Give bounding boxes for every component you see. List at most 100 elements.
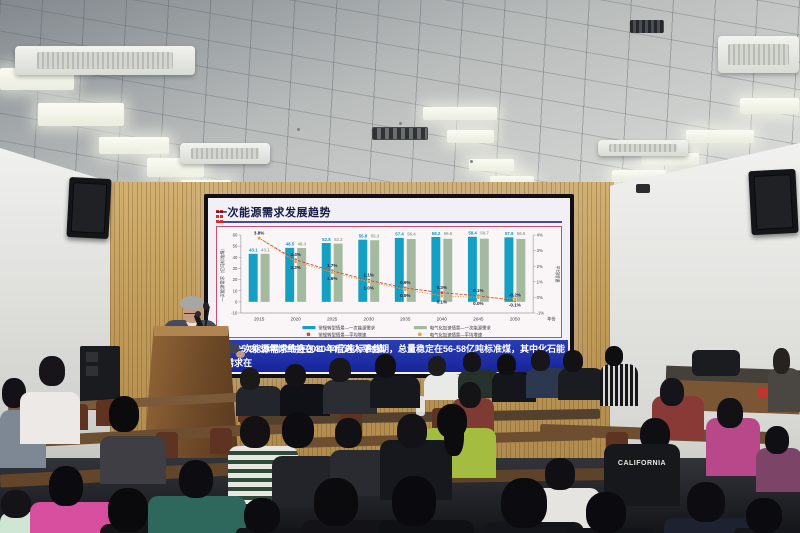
audience-member-head — [530, 350, 550, 371]
svg-text:2.3%: 2.3% — [290, 265, 300, 270]
slide-title-bar: 一次能源需求发展趋势 — [216, 202, 562, 223]
audience-member-head — [772, 348, 790, 374]
svg-text:55.8: 55.8 — [359, 233, 368, 238]
ceiling-light — [686, 130, 754, 143]
audience-member-head — [240, 416, 270, 448]
energy-demand-chart: 60 50 40 30 20 10 0 -10 4% 3% 2% 1% 0% -1% 一次能源需求（亿吨标准… — [216, 226, 562, 338]
backpack — [692, 350, 740, 376]
audience-member-body — [148, 496, 246, 533]
audience-member-head — [244, 498, 280, 533]
svg-text:0: 0 — [235, 299, 238, 304]
svg-text:电气化加速情景—一次能源需求: 电气化加速情景—一次能源需求 — [430, 325, 492, 332]
svg-text:电气化加速情景—平均增速: 电气化加速情景—平均增速 — [430, 331, 483, 337]
podium-mic-head — [203, 302, 209, 310]
svg-text:56.4: 56.4 — [407, 232, 416, 237]
slide-title: 一次能源需求发展趋势 — [216, 206, 331, 219]
svg-text:50: 50 — [233, 244, 238, 249]
svg-text:56.5: 56.5 — [517, 231, 526, 236]
ac-unit — [598, 140, 688, 156]
audience-member-head — [374, 354, 396, 378]
svg-text:1.1%: 1.1% — [364, 272, 374, 277]
ceiling-light — [490, 176, 534, 186]
svg-text:2040: 2040 — [437, 316, 448, 321]
audience-member-head — [765, 426, 789, 454]
led-presentation-screen: 一次能源需求发展趋势 60 50 40 30 20 10 0 -10 4% 3% 2% 1% 0% -1%… — [204, 194, 574, 378]
audience-member-body — [280, 384, 330, 416]
svg-text:1.7%: 1.7% — [327, 263, 337, 268]
sprinkler-head — [297, 128, 300, 131]
ceiling-light — [740, 98, 799, 114]
svg-text:-0.2%: -0.2% — [509, 293, 521, 298]
audience-member-head — [108, 488, 148, 532]
audience-member-head — [545, 458, 575, 490]
svg-text:20: 20 — [233, 277, 238, 282]
microphone-head-icon — [195, 311, 201, 317]
sprinkler-head — [399, 122, 402, 125]
audience-member-body — [600, 364, 638, 406]
svg-text:3.8%: 3.8% — [254, 230, 264, 235]
shirt-text: CALIFORNIA — [617, 460, 667, 467]
audience-member-head — [563, 350, 583, 372]
svg-text:2030: 2030 — [364, 316, 375, 321]
svg-text:52.8: 52.8 — [322, 237, 331, 242]
audience-member-body — [323, 380, 377, 414]
svg-text:3%: 3% — [537, 248, 543, 253]
svg-text:0%: 0% — [537, 295, 543, 300]
svg-text:2.4%: 2.4% — [290, 252, 300, 257]
audience-member-head — [284, 364, 306, 387]
audience-member-head — [282, 412, 314, 448]
svg-text:58.2: 58.2 — [432, 231, 441, 236]
audience-member-head — [1, 490, 31, 518]
svg-text:2020: 2020 — [290, 316, 301, 321]
svg-text:56.7: 56.7 — [480, 231, 489, 236]
audience-member-head — [240, 368, 260, 390]
svg-text:2025: 2025 — [327, 316, 338, 321]
svg-text:56.6: 56.6 — [444, 231, 453, 236]
presenter-hand — [236, 351, 245, 358]
audience-member-body — [236, 528, 312, 533]
audience-member-head — [463, 352, 481, 372]
svg-text:43.1: 43.1 — [249, 248, 258, 253]
audience-member-body — [370, 376, 420, 408]
svg-text:10: 10 — [233, 288, 238, 293]
ceiling-light — [423, 107, 497, 120]
audience-member-head — [428, 356, 446, 376]
svg-text:60: 60 — [233, 233, 238, 238]
svg-text:-10: -10 — [231, 311, 238, 316]
svg-text:平均增速: 平均增速 — [554, 265, 561, 283]
svg-text:2045: 2045 — [473, 316, 484, 321]
red-dots-decoration-icon — [216, 210, 219, 213]
banner-line-2: 2025-2035年间维持在41-44亿吨标准煤。 — [226, 344, 392, 354]
ceiling-light — [38, 103, 124, 126]
svg-text:2%: 2% — [537, 264, 543, 269]
audience-member-body — [236, 386, 282, 416]
svg-text:年份: 年份 — [547, 315, 556, 322]
svg-text:常规转型情景—平均增速: 常规转型情景—平均增速 — [318, 331, 367, 337]
svg-text:4%: 4% — [537, 233, 543, 238]
svg-text:0.0%: 0.0% — [473, 301, 483, 306]
audience-member-head — [660, 378, 684, 406]
svg-text:57.9: 57.9 — [505, 231, 514, 236]
audience-long-hair — [444, 410, 464, 456]
svg-text:0.3%: 0.3% — [437, 285, 447, 290]
banner-line-1: 我国一次能源需求约在2030年后进入平台期，总量稳定在56-58亿吨标准煤，其中… — [216, 344, 566, 368]
chair-back — [210, 428, 232, 454]
ceiling-grid — [0, 0, 800, 196]
audience-member-body — [756, 448, 800, 492]
red-cup — [758, 388, 771, 398]
audience-member-head — [397, 414, 427, 448]
left-speaker — [66, 176, 112, 240]
audience-member-body — [100, 436, 166, 484]
svg-text:-1%: -1% — [537, 311, 545, 316]
audience-member-head — [746, 498, 782, 533]
audience-member-head — [501, 478, 547, 528]
ceiling-vent — [630, 20, 664, 33]
right-speaker — [748, 168, 799, 236]
audience-member-head — [496, 354, 516, 375]
ceiling-light — [469, 159, 514, 171]
svg-text:1.0%: 1.0% — [364, 285, 374, 290]
audience-member-head — [314, 478, 358, 526]
audience-member-head — [586, 492, 626, 533]
ceiling — [0, 0, 800, 196]
audience-member-head — [392, 476, 436, 526]
